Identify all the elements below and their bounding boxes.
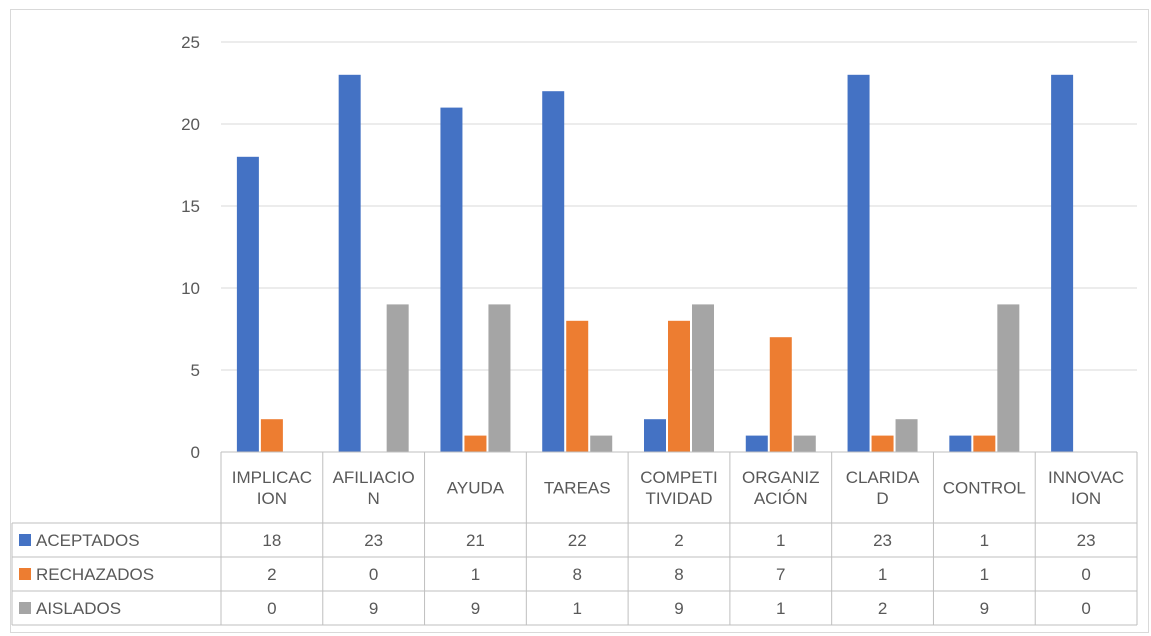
y-tick-label: 15 xyxy=(181,197,200,216)
bar-rechazados xyxy=(668,320,690,452)
x-category-label: COMPETI xyxy=(640,468,717,487)
table-value: 0 xyxy=(267,599,276,618)
bar-aislados xyxy=(692,304,714,452)
x-category-label: CLARIDA xyxy=(846,468,920,487)
y-tick-label: 20 xyxy=(181,115,200,134)
table-value: 1 xyxy=(572,599,581,618)
bar-aislados xyxy=(590,435,613,452)
y-tick-label: 0 xyxy=(191,443,200,462)
table-value: 23 xyxy=(873,531,892,550)
table-value: 9 xyxy=(369,599,378,618)
legend-key-aislados xyxy=(19,602,31,614)
bar-aceptados xyxy=(949,435,972,452)
y-tick-label: 25 xyxy=(181,33,200,52)
table-value: 21 xyxy=(466,531,485,550)
bar-rechazados xyxy=(566,320,589,452)
bar-aceptados xyxy=(644,419,666,452)
table-value: 8 xyxy=(572,565,581,584)
x-category-label: ION xyxy=(1071,489,1101,508)
table-value: 2 xyxy=(674,531,683,550)
table-value: 18 xyxy=(262,531,281,550)
legend-key-aceptados xyxy=(19,534,31,546)
bar-aceptados xyxy=(1051,74,1074,453)
bar-aceptados xyxy=(542,91,565,452)
x-category-label: TAREAS xyxy=(544,479,611,498)
bar-aislados xyxy=(386,304,409,452)
bar-aceptados xyxy=(236,156,259,453)
bar-rechazados xyxy=(260,419,283,452)
series-label: ACEPTADOS xyxy=(36,531,140,550)
bar-aceptados xyxy=(847,74,870,453)
table-value: 1 xyxy=(776,599,785,618)
table-value: 1 xyxy=(980,531,989,550)
table-value: 0 xyxy=(369,565,378,584)
table-value: 2 xyxy=(267,565,276,584)
table-value: 1 xyxy=(980,565,989,584)
bar-aislados xyxy=(793,435,816,452)
legend-key-rechazados xyxy=(19,568,31,580)
table-value: 2 xyxy=(878,599,887,618)
table-value: 1 xyxy=(878,565,887,584)
x-category-label: CONTROL xyxy=(943,479,1026,498)
bar-aceptados xyxy=(745,435,768,452)
table-value: 1 xyxy=(776,531,785,550)
x-category-label: N xyxy=(368,489,380,508)
x-category-label: AFILIACIO xyxy=(333,468,415,487)
table-value: 9 xyxy=(674,599,683,618)
table-value: 22 xyxy=(568,531,587,550)
x-category-label: AYUDA xyxy=(447,479,505,498)
table-value: 1 xyxy=(471,565,480,584)
bar-rechazados xyxy=(769,337,792,452)
table-value: 0 xyxy=(1081,599,1090,618)
bar-aislados xyxy=(895,419,918,452)
table-value: 9 xyxy=(980,599,989,618)
bar-aislados xyxy=(997,304,1020,452)
series-label: RECHAZADOS xyxy=(36,565,154,584)
bar-aceptados xyxy=(440,107,463,452)
bar-aceptados xyxy=(338,74,361,453)
x-category-label: INNOVAC xyxy=(1048,468,1124,487)
y-tick-label: 10 xyxy=(181,279,200,298)
x-category-label: ORGANIZ xyxy=(742,468,819,487)
x-category-label: ION xyxy=(257,489,287,508)
x-category-label: TIVIDAD xyxy=(645,489,712,508)
bar-rechazados xyxy=(464,435,487,452)
table-value: 23 xyxy=(364,531,383,550)
bar-rechazados xyxy=(871,435,894,452)
x-category-label: ACIÓN xyxy=(754,489,808,508)
table-value: 23 xyxy=(1077,531,1096,550)
table-value: 7 xyxy=(776,565,785,584)
bar-aislados xyxy=(488,304,511,452)
table-value: 8 xyxy=(674,565,683,584)
x-category-label: D xyxy=(876,489,888,508)
table-value: 9 xyxy=(471,599,480,618)
x-category-label: IMPLICAC xyxy=(232,468,312,487)
y-tick-label: 5 xyxy=(191,361,200,380)
series-label: AISLADOS xyxy=(36,599,121,618)
table-value: 0 xyxy=(1081,565,1090,584)
chart-frame xyxy=(10,9,1149,633)
bar-rechazados xyxy=(973,435,996,452)
